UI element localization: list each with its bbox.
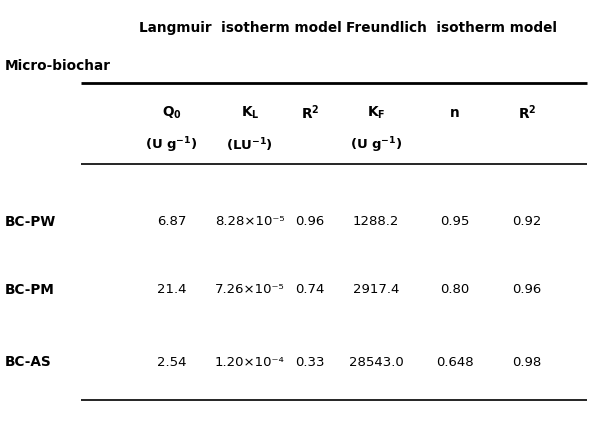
Text: $\mathbf{K_F}$: $\mathbf{K_F}$ — [367, 105, 385, 121]
Text: 7.26×10⁻⁵: 7.26×10⁻⁵ — [215, 283, 285, 296]
Text: $\mathbf{n}$: $\mathbf{n}$ — [449, 106, 460, 120]
Text: 0.80: 0.80 — [440, 283, 469, 296]
Text: 1288.2: 1288.2 — [353, 215, 400, 228]
Text: 0.96: 0.96 — [512, 283, 541, 296]
Text: 6.87: 6.87 — [157, 215, 186, 228]
Text: 8.28×10⁻⁵: 8.28×10⁻⁵ — [215, 215, 285, 228]
Text: BC-PW: BC-PW — [5, 215, 56, 228]
Text: 0.95: 0.95 — [440, 215, 469, 228]
Text: BC-AS: BC-AS — [5, 355, 52, 369]
Text: $\mathbf{(LU^{-1})}$: $\mathbf{(LU^{-1})}$ — [226, 136, 273, 154]
Text: Freundlich  isotherm model: Freundlich isotherm model — [346, 21, 557, 35]
Text: 21.4: 21.4 — [157, 283, 187, 296]
Text: 0.74: 0.74 — [296, 283, 324, 296]
Text: $\mathbf{(U\ g^{-1})}$: $\mathbf{(U\ g^{-1})}$ — [350, 135, 402, 155]
Text: 0.96: 0.96 — [296, 215, 324, 228]
Text: $\mathbf{Q_0}$: $\mathbf{Q_0}$ — [162, 105, 181, 121]
Text: 2.54: 2.54 — [157, 356, 187, 368]
Text: BC-PM: BC-PM — [5, 283, 55, 296]
Text: 28543.0: 28543.0 — [349, 356, 403, 368]
Text: Micro-biochar: Micro-biochar — [5, 59, 111, 73]
Text: 0.92: 0.92 — [512, 215, 541, 228]
Text: 2917.4: 2917.4 — [353, 283, 400, 296]
Text: 1.20×10⁻⁴: 1.20×10⁻⁴ — [215, 356, 285, 368]
Text: 0.648: 0.648 — [436, 356, 473, 368]
Text: $\mathbf{K_L}$: $\mathbf{K_L}$ — [241, 105, 259, 121]
Text: Langmuir  isotherm model: Langmuir isotherm model — [140, 21, 342, 35]
Text: 0.98: 0.98 — [512, 356, 541, 368]
Text: $\mathbf{R^2}$: $\mathbf{R^2}$ — [518, 104, 536, 122]
Text: 0.33: 0.33 — [295, 356, 325, 368]
Text: $\mathbf{(U\ g^{-1})}$: $\mathbf{(U\ g^{-1})}$ — [146, 135, 197, 155]
Text: $\mathbf{R^2}$: $\mathbf{R^2}$ — [301, 104, 319, 122]
